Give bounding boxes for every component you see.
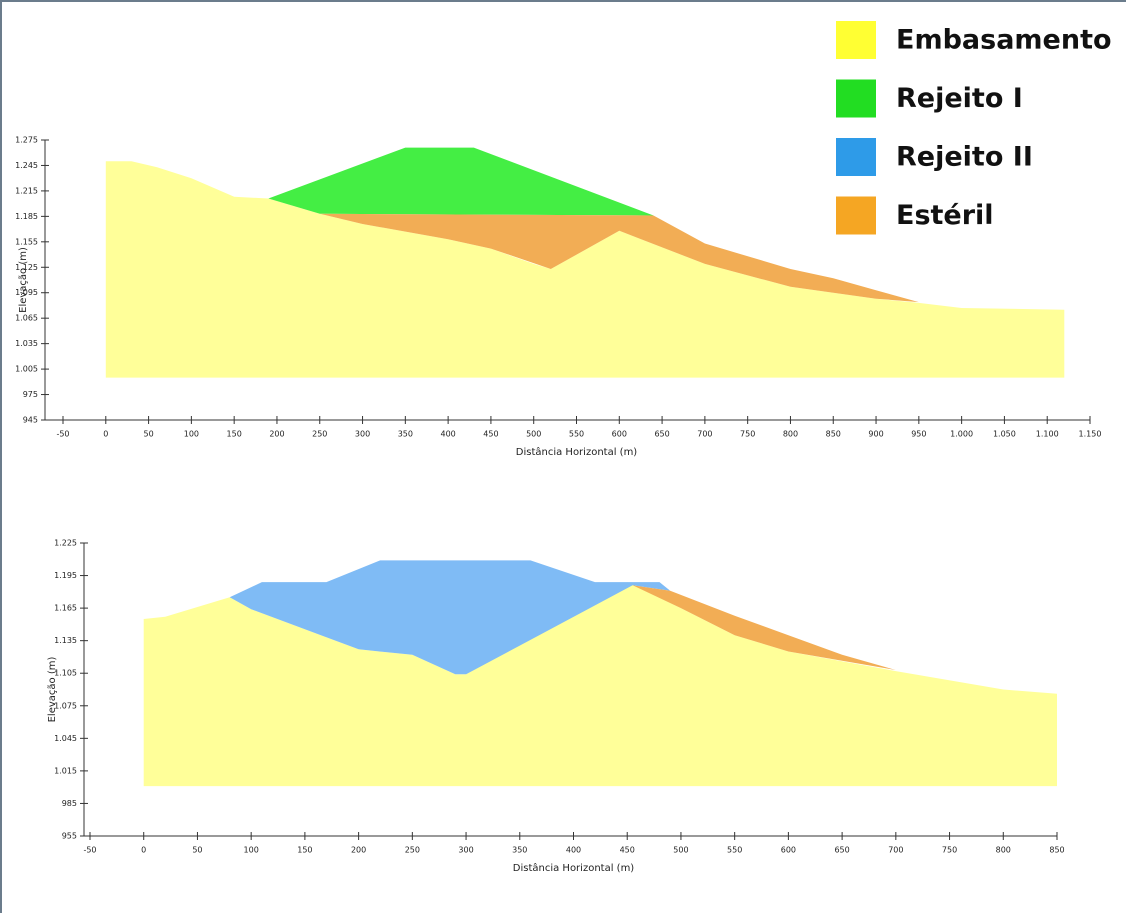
y-tick-label: 1.005 (15, 365, 38, 374)
x-tick-label: 200 (269, 430, 284, 439)
y-tick-label: 1.275 (15, 136, 38, 145)
chart-page: -500501001502002503003504004505005506006… (0, 0, 1126, 913)
x-tick-label: 650 (654, 430, 669, 439)
y-tick-label: 1.225 (54, 539, 77, 548)
y-tick-label: 975 (23, 390, 38, 399)
x-tick-label: 500 (526, 430, 541, 439)
x-tick-label: 1.050 (993, 430, 1016, 439)
x-tick-label: 350 (398, 430, 413, 439)
x-tick-label: 0 (141, 846, 146, 855)
legend-label: Estéril (896, 200, 994, 231)
x-tick-label: 800 (783, 430, 798, 439)
y-tick-label: 1.035 (15, 339, 38, 348)
x-axis-title: Distância Horizontal (m) (516, 446, 638, 458)
legend-swatch (836, 21, 876, 59)
y-tick-label: 1.245 (15, 161, 38, 170)
y-tick-label: 1.015 (54, 766, 77, 775)
legend-label: Rejeito II (896, 142, 1033, 173)
x-tick-label: 750 (942, 846, 957, 855)
x-tick-label: 50 (192, 846, 202, 855)
y-tick-label: 985 (62, 799, 77, 808)
x-tick-label: 850 (826, 430, 841, 439)
y-tick-label: 955 (62, 832, 77, 841)
x-tick-label: 450 (620, 846, 635, 855)
x-tick-label: 400 (566, 846, 581, 855)
x-tick-label: 1.100 (1036, 430, 1059, 439)
y-axis-title: Elevação (m) (47, 657, 58, 723)
legend-swatch (836, 197, 876, 235)
x-tick-label: 700 (888, 846, 903, 855)
x-tick-label: 900 (868, 430, 883, 439)
x-tick-label: 200 (351, 846, 366, 855)
y-axis-title: Elevação (m) (18, 247, 29, 313)
legend-swatch (836, 80, 876, 118)
legend-label: Embasamento (896, 25, 1112, 56)
x-tick-label: 250 (312, 430, 327, 439)
x-tick-label: 0 (103, 430, 108, 439)
y-tick-label: 1.065 (15, 314, 38, 323)
x-tick-label: 300 (458, 846, 473, 855)
x-tick-label: 100 (184, 430, 199, 439)
page: {"legend": {"position": "top-right", "en… (0, 0, 1126, 913)
x-tick-label: 550 (569, 430, 584, 439)
y-tick-label: 1.045 (54, 734, 77, 743)
x-tick-label: 250 (405, 846, 420, 855)
legend-label: Rejeito I (896, 83, 1023, 114)
x-tick-label: 100 (244, 846, 259, 855)
legend-swatch (836, 138, 876, 176)
x-axis-title: Distância Horizontal (m) (513, 862, 635, 874)
y-tick-label: 945 (23, 416, 38, 425)
x-tick-label: 950 (911, 430, 926, 439)
x-tick-label: 300 (355, 430, 370, 439)
x-tick-label: 350 (512, 846, 527, 855)
y-tick-label: 1.215 (15, 186, 38, 195)
x-tick-label: 150 (297, 846, 312, 855)
x-tick-label: 600 (612, 430, 627, 439)
y-tick-label: 1.195 (54, 571, 77, 580)
x-tick-label: 150 (227, 430, 242, 439)
x-tick-label: 1.000 (950, 430, 973, 439)
x-tick-label: 400 (440, 430, 455, 439)
y-tick-label: 1.135 (54, 636, 77, 645)
x-tick-label: 700 (697, 430, 712, 439)
x-tick-label: 850 (1049, 846, 1064, 855)
y-tick-label: 1.185 (15, 212, 38, 221)
x-tick-label: 800 (996, 846, 1011, 855)
x-tick-label: 650 (834, 846, 849, 855)
x-tick-label: -50 (83, 846, 96, 855)
x-tick-label: 1.150 (1079, 430, 1102, 439)
x-tick-label: 550 (727, 846, 742, 855)
y-tick-label: 1.165 (54, 604, 77, 613)
y-tick-label: 1.155 (15, 237, 38, 246)
x-tick-label: 750 (740, 430, 755, 439)
x-tick-label: 450 (483, 430, 498, 439)
x-tick-label: 500 (673, 846, 688, 855)
x-tick-label: -50 (56, 430, 69, 439)
x-tick-label: 600 (781, 846, 796, 855)
x-tick-label: 50 (143, 430, 153, 439)
